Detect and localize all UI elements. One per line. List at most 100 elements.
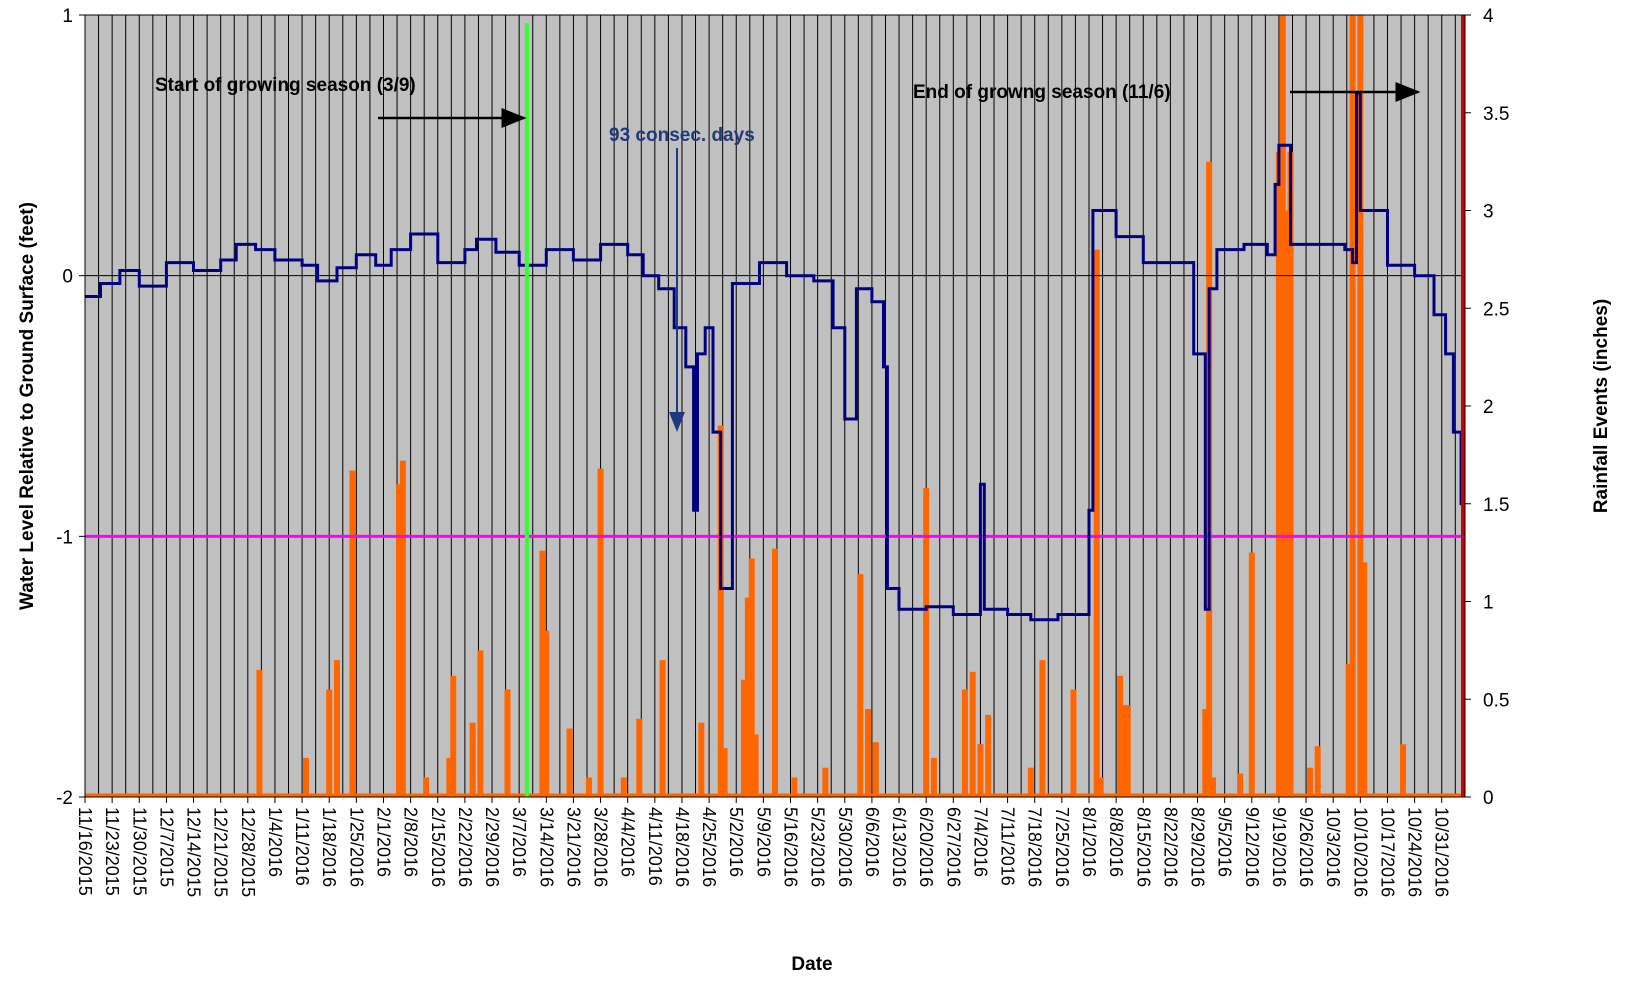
x-tick-label: 2/29/2016 (482, 807, 502, 887)
x-tick-label: 12/28/2015 (238, 807, 258, 897)
x-tick-label: 11/23/2015 (102, 807, 122, 896)
annotation-end-season: End of growng season (11/6) (913, 82, 1171, 103)
x-tick-label: 3/7/2016 (509, 807, 529, 877)
rainfall-bar (566, 728, 573, 797)
y-right-tick-label: 1 (1483, 593, 1494, 614)
rainfall-bar (504, 689, 511, 797)
rainfall-bar (450, 675, 457, 797)
y-left-tick-label: -1 (56, 527, 73, 548)
y-right-tick-label: 2 (1483, 397, 1494, 418)
annotation-consec-days: 93 consec. days (609, 125, 755, 146)
grid-lines (98, 15, 1456, 797)
rainfall-bar (752, 734, 759, 797)
rainfall-bar (333, 660, 340, 797)
rainfall-bar (748, 558, 755, 797)
x-tick-label: 12/7/2015 (156, 807, 176, 887)
rainfall-bar (822, 767, 829, 797)
x-tick-label: 5/30/2016 (835, 807, 855, 887)
rainfall-bar (620, 777, 627, 797)
x-tick-label: 6/6/2016 (862, 807, 882, 877)
rainfall-bar (961, 689, 968, 797)
rainfall-bar (659, 660, 666, 797)
x-tick-label: 9/12/2016 (1242, 807, 1262, 887)
x-tick-label: 10/17/2016 (1378, 807, 1398, 897)
x-tick-label: 10/3/2016 (1323, 807, 1343, 887)
rainfall-bar (1275, 151, 1282, 798)
x-tick-label: 3/28/2016 (591, 807, 611, 887)
rainfall-bar (872, 742, 879, 797)
y-right-tick-label: 3 (1483, 202, 1494, 223)
rainfall-bar (857, 574, 864, 797)
x-tick-label: 1/11/2016 (292, 807, 312, 886)
rainfall-bar (969, 671, 976, 797)
rainfall-bar (1345, 664, 1352, 797)
rainfall-bar (349, 470, 356, 797)
rainfall-bar (423, 777, 430, 797)
axes: -2 -1 0 1 0 0.5 1 1.5 2 2.5 3 3.5 4 11/16/2015 11/23/2… (56, 6, 1509, 897)
x-tick-label: 9/5/2016 (1215, 807, 1235, 877)
rainfall-bar (791, 777, 798, 797)
rainfall-bar (740, 679, 747, 797)
x-tick-label: 7/11/2016 (998, 807, 1018, 886)
x-tick-label: 10/31/2016 (1432, 807, 1452, 897)
rainfall-bar (717, 425, 724, 797)
rainfall-bar (256, 669, 263, 797)
rainfall-bar (865, 709, 872, 797)
rainfall-bar (597, 468, 604, 797)
rainfall-bar (977, 744, 984, 797)
x-tick-label: 1/4/2016 (265, 807, 285, 877)
rainfall-bar (1117, 675, 1123, 797)
x-tick-label: 2/22/2016 (455, 807, 475, 887)
rainfall-bar (985, 714, 992, 797)
rainfall-bar (930, 757, 937, 797)
y-right-tick-label: 0.5 (1483, 690, 1509, 711)
rainfall-bar (1248, 552, 1255, 797)
x-tick-label: 5/16/2016 (781, 807, 801, 887)
x-tick-label: 12/21/2015 (211, 807, 231, 897)
x-tick-label: 8/22/2016 (1160, 807, 1180, 887)
annotation-start-season: Start of growing season (3/9) (155, 75, 416, 96)
x-tick-label: 12/14/2015 (184, 807, 204, 897)
y-left-tick-label: 0 (62, 267, 73, 288)
x-tick-label: 10/10/2016 (1350, 807, 1370, 897)
y-axis-label-left: Water Level Relative to Ground Surface (… (17, 202, 38, 610)
rainfall-bar (744, 597, 751, 797)
x-tick-label: 9/19/2016 (1269, 807, 1289, 887)
rainfall-bar (1210, 777, 1217, 797)
rainfall-bar (1097, 777, 1104, 797)
x-tick-label: 4/18/2016 (672, 807, 692, 887)
x-tick-label: 1/18/2016 (319, 807, 339, 887)
x-tick-label: 8/15/2016 (1133, 807, 1153, 887)
water-level-series (85, 91, 1463, 622)
x-tick-label: 4/25/2016 (699, 807, 719, 887)
rainfall-bar (1279, 15, 1286, 797)
x-tick-label: 2/15/2016 (428, 807, 448, 887)
rainfall-bars (85, 15, 1465, 798)
x-tick-label: 2/1/2016 (374, 807, 394, 877)
x-tick-label: 6/13/2016 (889, 807, 909, 887)
y-left-tick-label: 1 (62, 6, 73, 27)
rainfall-bar (1283, 210, 1290, 797)
rainfall-bar (585, 777, 592, 797)
rainfall-bar (1070, 689, 1077, 797)
x-tick-label: 11/16/2015 (75, 807, 95, 896)
rainfall-bar (399, 460, 406, 797)
x-tick-label: 8/8/2016 (1106, 807, 1126, 877)
x-tick-label: 4/4/2016 (618, 807, 638, 877)
rainfall-bar (1120, 705, 1127, 797)
rainfall-bar (923, 488, 930, 797)
rainfall-bar (446, 757, 453, 797)
x-tick-label: 5/2/2016 (726, 807, 746, 877)
rainfall-bar (1349, 15, 1356, 797)
rainfall-bar (1357, 15, 1364, 797)
x-axis-label: Date (791, 954, 832, 975)
x-tick-label: 5/23/2016 (808, 807, 828, 887)
x-tick-label: 6/27/2016 (943, 807, 963, 887)
y-right-tick-label: 0 (1483, 788, 1494, 809)
rainfall-bar (1306, 767, 1313, 797)
y-right-tick-label: 3.5 (1483, 104, 1509, 125)
x-tick-label: 10/24/2016 (1405, 807, 1425, 897)
x-tick-label: 3/14/2016 (536, 807, 556, 887)
